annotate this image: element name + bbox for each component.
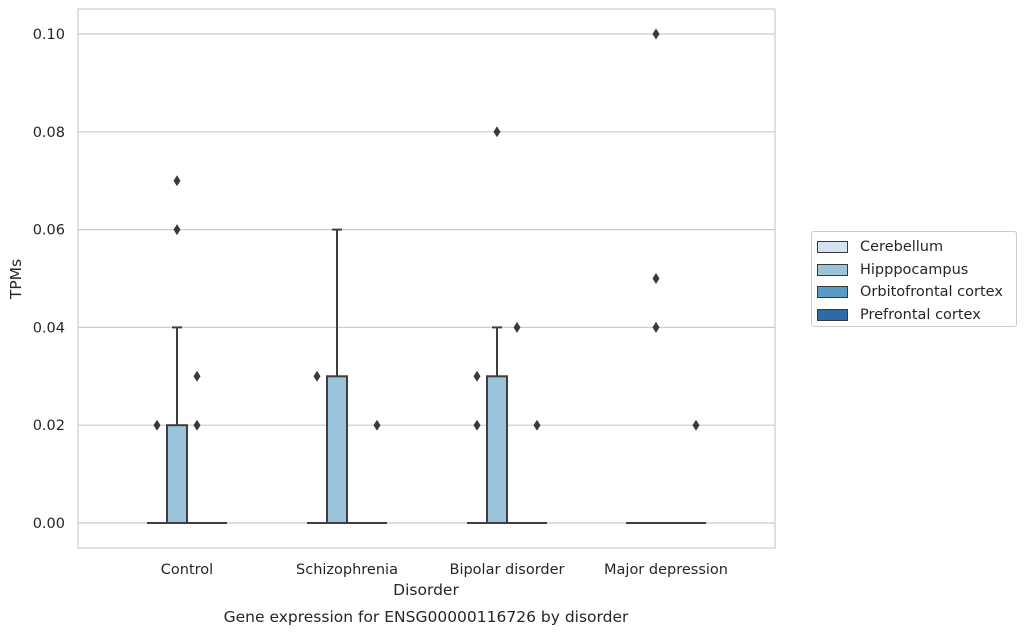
legend-swatch	[817, 241, 848, 254]
y-axis-ticks: 0.00 0.02 0.04 0.06 0.08 0.10	[33, 27, 65, 532]
outlier-point	[373, 419, 381, 431]
outlier-point	[473, 370, 481, 382]
outliers	[153, 28, 700, 431]
outlier-point	[153, 419, 161, 431]
box-body	[166, 424, 188, 525]
x-axis-ticks: Control Schizophrenia Bipolar disorder Majo…	[161, 562, 728, 578]
outlier-point	[173, 175, 181, 187]
outlier-point	[473, 419, 481, 431]
chart-title: Gene expression for ENSG00000116726 by d…	[224, 608, 629, 626]
y-tick-label: 0.02	[33, 418, 65, 434]
x-tick-label: Bipolar disorder	[450, 562, 565, 578]
legend-swatch	[817, 308, 848, 321]
outlier-point	[313, 370, 321, 382]
x-tick-label: Control	[161, 562, 213, 578]
legend-item-prefrontal-cortex: Prefrontal cortex	[817, 304, 1016, 327]
y-axis-label: TPMs	[7, 259, 25, 300]
legend-item-orbitofrontal-cortex: Orbitofrontal cortex	[817, 281, 1016, 304]
x-axis-label: Disorder	[393, 581, 459, 599]
y-tick-label: 0.04	[33, 320, 65, 336]
box-body	[486, 375, 508, 524]
outlier-point	[652, 28, 660, 40]
y-tick-label: 0.06	[33, 223, 65, 239]
outlier-point	[493, 126, 501, 138]
legend-swatch	[817, 263, 848, 276]
legend-item-hipppocampus: Hipppocampus	[817, 259, 1016, 282]
outlier-point	[692, 419, 700, 431]
legend-label: Orbitofrontal cortex	[860, 284, 1003, 301]
legend-swatch	[817, 286, 848, 299]
outlier-point	[513, 321, 521, 333]
outlier-point	[533, 419, 541, 431]
legend: Cerebellum Hipppocampus Orbitofrontal cort…	[811, 231, 1017, 327]
y-tick-label: 0.08	[33, 125, 65, 141]
box-hipppocampus-control	[166, 326, 188, 525]
box-hipppocampus-schizophrenia	[326, 228, 348, 524]
outlier-point	[173, 224, 181, 236]
legend-label: Hipppocampus	[860, 261, 969, 278]
box-series	[147, 228, 706, 525]
legend-item-cerebellum: Cerebellum	[817, 236, 1016, 259]
legend-label: Prefrontal cortex	[860, 306, 981, 323]
outlier-point	[652, 273, 660, 284]
x-tick-label: Major depression	[604, 562, 728, 578]
y-tick-label: 0.10	[33, 27, 65, 43]
box-hipppocampus-bipolar-disorder	[486, 326, 508, 524]
box-body	[326, 375, 348, 524]
outlier-point	[193, 370, 201, 382]
y-tick-label: 0.00	[33, 516, 65, 532]
outlier-point	[193, 419, 201, 431]
x-tick-label: Schizophrenia	[296, 562, 398, 578]
outlier-point	[652, 321, 660, 333]
legend-label: Cerebellum	[860, 239, 944, 256]
